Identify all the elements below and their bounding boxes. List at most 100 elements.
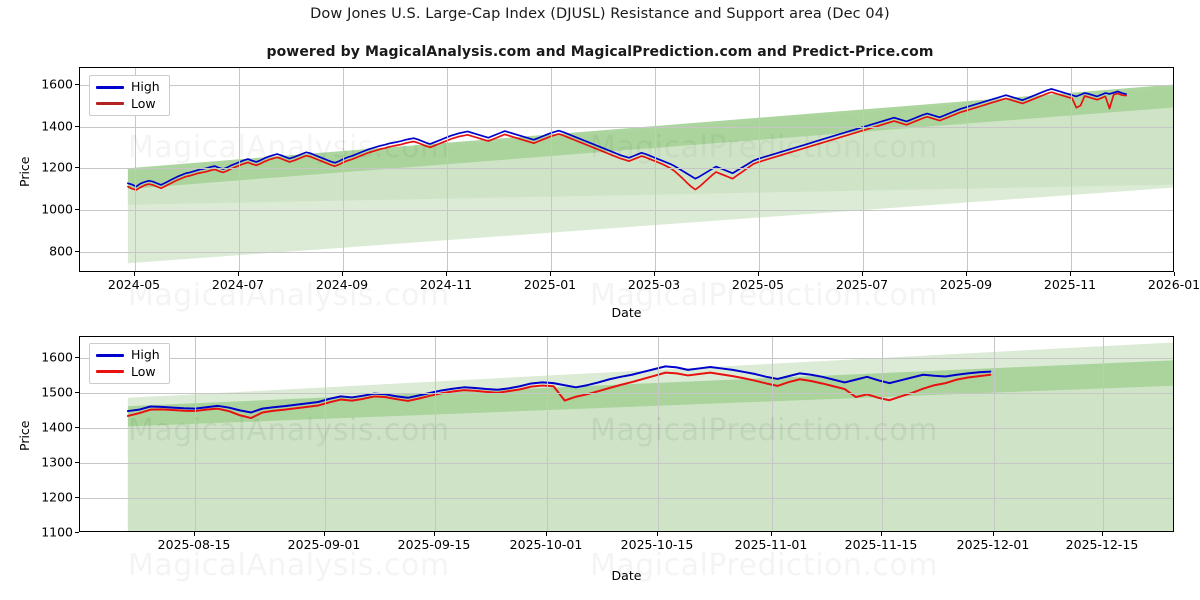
page-title: Dow Jones U.S. Large-Cap Index (DJUSL) R… [310,6,890,22]
series-line-high [127,88,1127,188]
legend-item-high[interactable]: High [96,347,160,362]
y-tick-mark [75,497,79,498]
y-tick-label: 1200 [41,489,73,505]
x-tick-label: 2025-11-15 [844,537,918,552]
top-plot-area: MagicalAnalysis.com MagicalPrediction.co… [79,67,1174,272]
x-tick-label: 2025-09-01 [287,537,361,552]
y-tick-label: 1100 [41,524,73,540]
x-tick-mark [342,272,343,276]
x-tick-label: 2025-11 [1043,277,1097,292]
series-line-high [126,365,992,414]
gridline [1071,68,1072,271]
gridline [658,337,659,531]
legend-item-low[interactable]: Low [96,363,160,379]
gridline [759,68,760,271]
gridline [80,358,1173,359]
y-tick-mark [75,462,79,463]
legend-label-low: Low [131,363,156,379]
legend-swatch-high [96,353,124,357]
top-series-layer [127,88,1127,191]
bottom-series-layer [126,365,992,420]
x-tick-mark [550,272,551,276]
bottom-y-axis-label: Price [17,420,32,452]
bottom-plot-area: MagicalAnalysis.com MagicalPrediction.co… [79,336,1174,532]
y-tick-mark [75,251,79,253]
resistance-band [127,84,1173,190]
gridline [1103,337,1104,531]
x-tick-mark [1174,272,1175,276]
y-tick-mark [75,167,79,169]
legend-label-high: High [131,79,160,94]
x-tick-label: 2025-10-15 [620,537,694,552]
y-tick-mark [75,392,79,393]
x-tick-label: 2025-11-01 [734,537,808,552]
gridline [135,68,136,271]
top-x-axis-label: Date [611,305,642,320]
gridline [547,337,548,531]
x-tick-label: 2026-01 [1147,277,1200,292]
y-tick-mark [75,357,79,358]
x-tick-mark [966,272,967,276]
x-tick-mark [134,272,135,276]
gridline [80,252,1173,254]
gridline [80,463,1173,464]
gridline [80,168,1173,170]
y-tick-label: 1400 [41,419,73,435]
gridline [80,428,1173,429]
top-legend: High Low [89,75,170,116]
y-tick-label: 1500 [41,384,73,400]
gridline [239,68,240,271]
gridline [80,393,1173,394]
gridline [80,84,1173,86]
gridline [551,68,552,271]
top-chart-panel: MagicalAnalysis.com MagicalPrediction.co… [17,67,1200,320]
x-tick-mark [862,272,863,276]
gridline [80,126,1173,128]
gridline [967,68,968,271]
x-tick-mark [654,272,655,276]
x-tick-mark [881,532,882,536]
legend-item-high[interactable]: High [96,79,160,94]
legend-swatch-low [96,102,124,106]
gridline [447,68,448,271]
legend-label-high: High [131,347,160,362]
x-tick-mark [238,272,239,276]
gridline [80,498,1173,499]
y-tick-mark [75,427,79,428]
y-tick-mark [75,209,79,211]
legend-item-low[interactable]: Low [96,95,160,111]
x-tick-mark [758,272,759,276]
legend-swatch-high [96,85,124,89]
gridline [343,68,344,271]
gridline [882,337,883,531]
x-tick-label: 2024-07 [211,277,265,292]
y-tick-label: 1600 [41,76,73,92]
y-tick-mark [75,125,79,127]
x-tick-mark [993,532,994,536]
x-tick-mark [546,532,547,536]
bottom-legend: High Low [89,343,170,384]
y-tick-label: 800 [49,243,73,259]
page-subtitle: powered by MagicalAnalysis.com and Magic… [266,44,934,60]
gridline [325,337,326,531]
legend-label-low: Low [131,95,156,111]
gridline [80,210,1173,212]
x-tick-label: 2024-05 [107,277,161,292]
bottom-x-axis-label: Date [611,568,642,583]
x-tick-mark [1102,532,1103,536]
x-tick-label: 2024-09 [315,277,369,292]
x-tick-label: 2025-09-15 [397,537,471,552]
y-tick-label: 1600 [41,349,73,365]
x-tick-mark [657,532,658,536]
legend-swatch-low [96,370,124,374]
x-tick-label: 2025-12-15 [1065,537,1139,552]
x-tick-label: 2024-11 [419,277,473,292]
y-tick-label: 1000 [41,201,73,217]
x-tick-label: 2025-03 [627,277,681,292]
x-tick-label: 2025-01 [523,277,577,292]
series-line-low [127,91,1127,191]
y-tick-label: 1200 [41,159,73,175]
x-tick-mark [771,532,772,536]
x-tick-label: 2025-09 [939,277,993,292]
